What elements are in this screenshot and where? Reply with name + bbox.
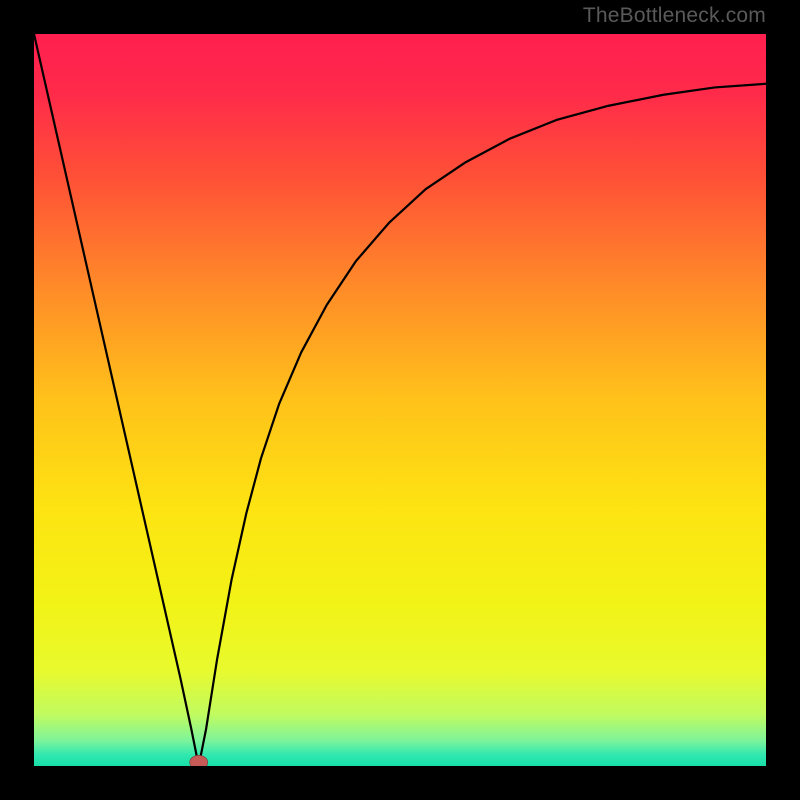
- watermark-text: TheBottleneck.com: [583, 4, 766, 28]
- gradient-v-chart: [34, 34, 766, 766]
- gradient-background: [34, 34, 766, 766]
- chart-container: TheBottleneck.com: [0, 0, 800, 800]
- plot-area: [34, 34, 766, 766]
